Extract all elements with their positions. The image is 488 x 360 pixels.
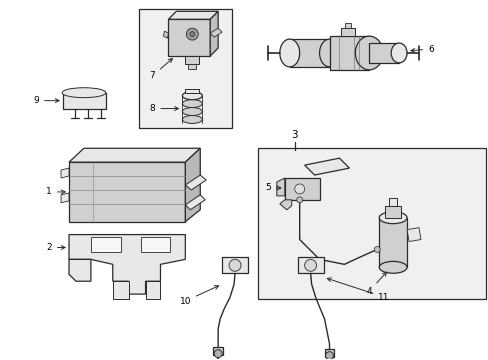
Polygon shape [63,93,105,109]
Polygon shape [379,218,406,267]
Text: 1: 1 [46,188,65,197]
Polygon shape [163,31,168,38]
Polygon shape [222,257,247,273]
Circle shape [294,184,304,194]
Ellipse shape [355,36,383,70]
Circle shape [373,247,380,252]
Circle shape [325,352,333,360]
Text: 7: 7 [149,58,172,80]
Polygon shape [297,257,323,273]
Text: 4: 4 [366,272,386,296]
Ellipse shape [379,212,406,224]
Circle shape [304,260,316,271]
Polygon shape [168,11,218,19]
Polygon shape [145,281,160,299]
Circle shape [228,260,241,271]
Ellipse shape [62,88,105,98]
Bar [341,28,355,36]
Text: 3: 3 [291,130,297,140]
Polygon shape [69,162,185,222]
Bar [185,89,199,93]
Circle shape [186,28,198,40]
Ellipse shape [182,116,202,123]
Polygon shape [276,178,284,196]
Polygon shape [329,36,368,70]
Polygon shape [368,43,398,63]
Ellipse shape [182,108,202,116]
Text: 5: 5 [264,184,280,193]
Polygon shape [69,260,91,281]
Ellipse shape [390,43,406,63]
Polygon shape [210,28,222,37]
Polygon shape [279,200,291,210]
Polygon shape [185,175,206,190]
Bar [138,9,232,129]
Polygon shape [284,178,319,200]
Polygon shape [69,235,185,294]
Polygon shape [210,11,218,56]
Polygon shape [113,281,128,299]
Text: 11: 11 [326,278,389,302]
Polygon shape [185,195,205,210]
Polygon shape [289,39,329,67]
Text: 10: 10 [179,285,218,306]
Ellipse shape [182,100,202,108]
Bar [141,237,170,252]
Ellipse shape [182,92,202,100]
Bar [388,198,396,206]
Polygon shape [324,349,334,357]
Circle shape [296,197,302,203]
Text: 2: 2 [46,243,65,252]
Bar [345,23,351,28]
Ellipse shape [379,261,406,273]
Bar [91,237,121,252]
Ellipse shape [182,92,202,100]
Ellipse shape [319,39,339,67]
Circle shape [214,350,222,357]
Bar [185,56,199,64]
Polygon shape [69,148,200,162]
Polygon shape [168,19,210,56]
Bar [257,148,485,299]
Polygon shape [304,158,349,175]
Bar [385,206,400,218]
Polygon shape [185,148,200,222]
Circle shape [189,32,194,37]
Bar [188,64,196,69]
Text: 6: 6 [410,45,433,54]
Ellipse shape [279,39,299,67]
Polygon shape [213,347,223,355]
Text: 8: 8 [149,104,178,113]
Text: 9: 9 [33,96,59,105]
Polygon shape [61,168,69,178]
Polygon shape [406,228,420,242]
Polygon shape [61,193,69,203]
